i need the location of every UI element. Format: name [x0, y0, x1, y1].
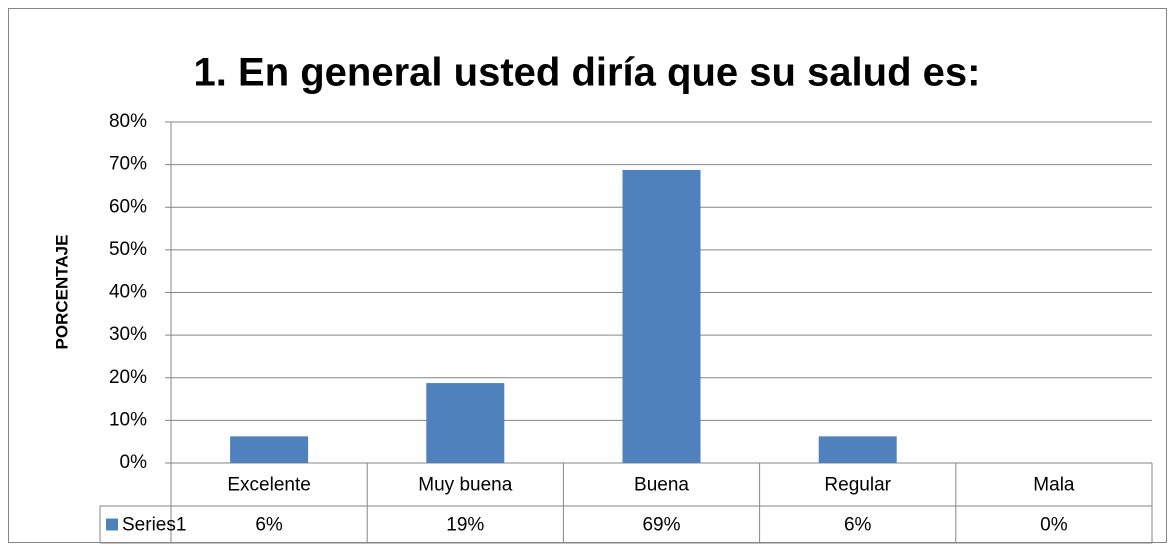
legend-label: Series1 — [122, 515, 186, 536]
data-label: 69% — [642, 515, 680, 536]
y-axis-title: PORCENTAJE — [52, 235, 71, 350]
chart-border — [8, 8, 1167, 543]
chart-title: 1. En general usted diría que su salud e… — [194, 51, 981, 95]
y-tick-label: 30% — [109, 324, 147, 345]
x-tick-label: Excelente — [227, 475, 310, 496]
y-tick-label: 50% — [109, 239, 147, 260]
x-tick-label: Muy buena — [418, 475, 512, 496]
y-tick-label: 40% — [109, 282, 147, 303]
data-label: 6% — [844, 515, 872, 536]
y-tick-label: 60% — [109, 196, 147, 217]
bar — [818, 436, 897, 463]
y-tick-label: 10% — [109, 409, 147, 430]
legend-key — [106, 518, 118, 531]
y-tick-label: 0% — [120, 452, 148, 473]
data-label: 0% — [1040, 515, 1068, 536]
x-tick-label: Buena — [634, 475, 689, 496]
data-label: 19% — [446, 515, 484, 536]
bar — [622, 169, 701, 463]
data-label: 6% — [255, 515, 283, 536]
bar — [426, 383, 505, 463]
y-tick-label: 70% — [109, 154, 147, 175]
y-tick-label: 20% — [109, 367, 147, 388]
bar — [230, 436, 309, 463]
x-tick-label: Regular — [824, 475, 891, 496]
y-tick-label: 80% — [109, 111, 147, 132]
x-tick-label: Mala — [1033, 475, 1075, 496]
